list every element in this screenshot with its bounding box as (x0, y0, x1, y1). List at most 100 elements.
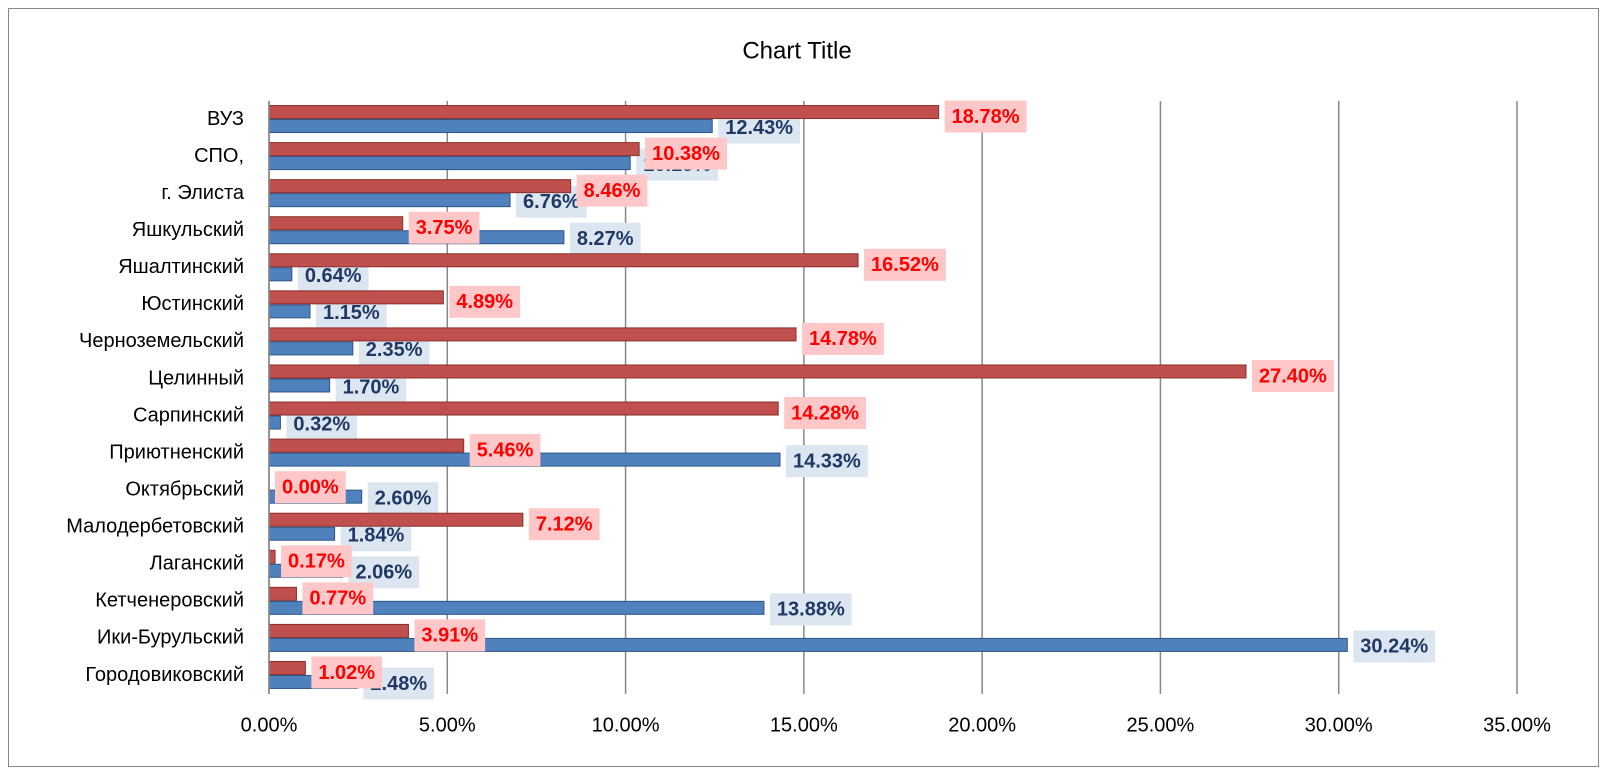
y-tick-label: Октябрьский (125, 478, 244, 500)
value-label: 10.38% (652, 143, 720, 165)
value-label-box (785, 445, 868, 478)
x-tick-label: 0.00% (241, 714, 298, 736)
value-label: 14.28% (791, 402, 859, 424)
value-label: 0.32% (293, 413, 350, 435)
y-tick-label: Яшалтинский (118, 256, 244, 278)
x-tick-label: 15.00% (770, 714, 838, 736)
bar (268, 341, 354, 356)
bar (268, 415, 281, 430)
y-tick-label: Сарпинский (133, 404, 244, 426)
bar (268, 438, 465, 453)
value-label: 27.40% (1259, 365, 1327, 387)
chart-title: Chart Title (742, 37, 851, 64)
bar (268, 327, 797, 342)
value-label: 2.35% (366, 339, 423, 361)
value-label: 0.64% (305, 265, 362, 287)
value-label-box (275, 471, 346, 504)
value-label-box (311, 656, 383, 689)
value-label-box (281, 545, 352, 578)
x-tick-label: 25.00% (1127, 714, 1195, 736)
value-label: 14.78% (809, 328, 877, 350)
value-label: 0.17% (288, 551, 345, 573)
bar (268, 401, 779, 416)
bar (268, 660, 306, 675)
value-label: 0.77% (309, 588, 366, 610)
value-label: 0.00% (282, 476, 339, 498)
value-label: 1.70% (343, 376, 400, 398)
y-tick-label: Приютненский (109, 441, 244, 463)
y-tick-label: Малодербетовский (66, 516, 244, 538)
value-label: 3.91% (421, 625, 478, 647)
x-tick-label: 5.00% (419, 714, 476, 736)
bar (268, 193, 511, 208)
y-tick-label: г. Элиста (161, 182, 244, 204)
bar (268, 179, 572, 194)
x-tick-label: 20.00% (948, 714, 1016, 736)
value-label-box (645, 137, 727, 170)
value-label: 1.02% (318, 662, 375, 684)
value-label: 1.84% (348, 525, 405, 547)
bar (268, 156, 631, 171)
value-label-box (469, 434, 541, 467)
value-label: 30.24% (1360, 636, 1428, 658)
value-label: 1.15% (323, 302, 380, 324)
value-label-box (367, 482, 439, 515)
value-label-box (528, 508, 600, 541)
y-tick-label: Черноземельский (79, 330, 244, 352)
bar (268, 105, 940, 120)
value-label-box (302, 582, 374, 615)
value-label: 5.46% (477, 439, 534, 461)
value-label: 8.46% (584, 180, 641, 202)
value-label-box (1353, 630, 1436, 663)
value-label-box (864, 248, 946, 281)
bar (268, 549, 276, 564)
bar (268, 378, 331, 393)
value-label: 16.52% (871, 254, 939, 276)
bar (268, 253, 859, 268)
y-tick-label: Целинный (148, 367, 244, 389)
y-tick-label: Городовиковский (85, 664, 244, 686)
y-tick-label: Лаганский (150, 553, 244, 575)
x-tick-label: 10.00% (592, 714, 660, 736)
value-label-box (944, 100, 1027, 133)
value-label: 3.75% (416, 217, 473, 239)
bar (268, 586, 297, 601)
y-tick-label: ВУЗ (207, 108, 244, 130)
value-label: 6.76% (523, 191, 580, 213)
y-tick-label: Юстинский (141, 293, 244, 315)
y-tick-label: Кетченеровский (95, 590, 244, 612)
value-label-box (569, 222, 641, 255)
x-tick-label: 30.00% (1305, 714, 1373, 736)
x-tick-label: 35.00% (1483, 714, 1551, 736)
bar (268, 290, 444, 305)
value-label: 18.78% (952, 106, 1020, 128)
value-label-box (414, 619, 486, 652)
value-label-box (576, 174, 648, 207)
value-label: 2.48% (370, 673, 427, 695)
bar (268, 623, 409, 638)
value-label-box (408, 211, 480, 244)
bar (268, 364, 1247, 379)
value-label: 7.12% (536, 514, 593, 536)
value-label-box (769, 593, 852, 626)
value-label: 2.06% (355, 562, 412, 584)
value-label-box (802, 322, 884, 355)
y-tick-label: СПО, (194, 145, 244, 167)
value-label: 2.60% (375, 487, 432, 509)
bar (268, 267, 293, 282)
bar (268, 304, 311, 319)
y-tick-label: Яшкульский (132, 219, 244, 241)
value-label-box (449, 285, 521, 318)
value-label: 4.89% (456, 291, 513, 313)
y-tick-label: Ики-Бурульский (97, 627, 244, 649)
bar (268, 119, 713, 134)
bar (268, 142, 640, 157)
value-label: 8.27% (577, 228, 634, 250)
value-label: 14.33% (793, 450, 861, 472)
value-label-box (1252, 359, 1334, 392)
bar (268, 512, 524, 527)
bar (268, 526, 336, 541)
value-label: 13.88% (777, 599, 845, 621)
value-label-box (784, 397, 867, 430)
